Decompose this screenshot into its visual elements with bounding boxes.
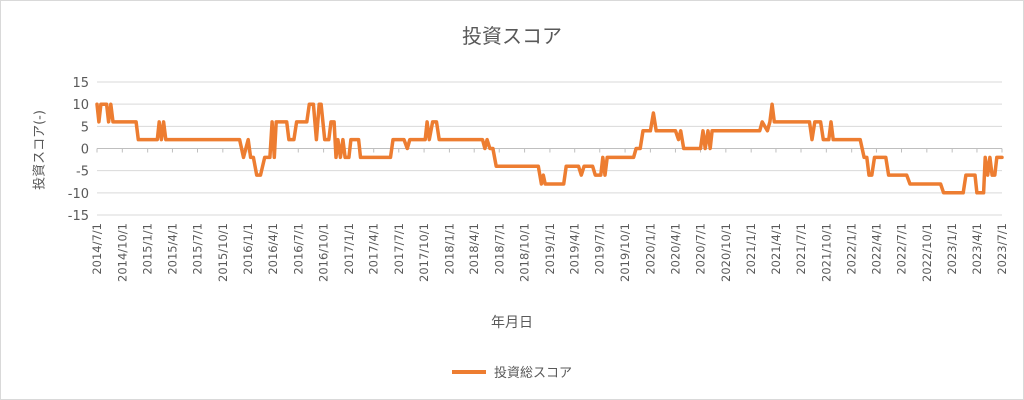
legend-label: 投資総スコア	[493, 366, 572, 381]
x-tick-label: 2020/4/1	[668, 223, 682, 275]
x-tick-label: 2017/1/1	[342, 223, 356, 275]
x-tick-label: 2018/7/1	[492, 223, 506, 275]
x-axis-label: 年月日	[491, 315, 533, 331]
x-tick-label: 2021/10/1	[819, 223, 833, 282]
x-tick-label: 2019/7/1	[593, 223, 607, 275]
y-tick-label: -5	[76, 165, 89, 180]
x-tick-label: 2020/10/1	[719, 223, 733, 282]
x-tick-labels: 2014/7/1 2014/10/1 2015/1/1 2015/4/1 2015/7/…	[90, 223, 1009, 282]
x-tick-label: 2015/10/1	[216, 223, 230, 282]
x-tick-label: 2019/4/1	[568, 223, 582, 275]
x-tick-label: 2022/7/1	[895, 223, 909, 275]
x-tick-label: 2014/10/1	[115, 223, 129, 282]
y-tick-label: 10	[72, 98, 89, 113]
x-tick-label: 2022/10/1	[920, 223, 934, 282]
x-tick-label: 2016/10/1	[317, 223, 331, 282]
x-tick-label: 2018/4/1	[467, 223, 481, 275]
x-tick-label: 2019/1/1	[543, 223, 557, 275]
x-tick-label: 2020/7/1	[694, 223, 708, 275]
x-tick-label: 2018/1/1	[442, 223, 456, 275]
x-tick-label: 2017/4/1	[367, 223, 381, 275]
x-tick-marks	[96, 148, 1003, 153]
series-line	[95, 102, 1004, 195]
legend: 投資総スコア	[0, 362, 1024, 381]
chart-title: 投資スコア	[462, 24, 562, 48]
x-tick-label: 2023/1/1	[945, 223, 959, 275]
x-tick-label: 2022/1/1	[845, 223, 859, 275]
x-tick-label: 2015/7/1	[190, 223, 204, 275]
x-tick-label: 2015/4/1	[165, 223, 179, 275]
x-tick-label: 2017/7/1	[392, 223, 406, 275]
x-tick-label: 2016/1/1	[241, 223, 255, 275]
x-tick-label: 2022/4/1	[869, 223, 883, 275]
y-tick-label: 0	[81, 143, 89, 158]
x-tick-label: 2014/7/1	[90, 223, 104, 275]
y-tick-labels: 15 10 5 0 -5 -10 -15	[68, 76, 89, 224]
series-group	[95, 102, 1004, 195]
x-tick-label: 2020/1/1	[643, 223, 657, 275]
x-tick-label: 2018/10/1	[518, 223, 532, 282]
y-tick-label: -10	[68, 187, 89, 202]
y-tick-label: 5	[81, 120, 89, 135]
x-tick-label: 2015/1/1	[141, 223, 155, 275]
legend-swatch	[451, 369, 486, 374]
x-tick-label: 2017/10/1	[417, 223, 431, 282]
x-tick-label: 2023/7/1	[995, 223, 1009, 275]
x-tick-label: 2021/1/1	[744, 223, 758, 275]
x-tick-label: 2016/4/1	[266, 223, 280, 275]
x-tick-label: 2021/7/1	[794, 223, 808, 275]
y-tick-label: -15	[68, 209, 89, 224]
x-tick-label: 2019/10/1	[618, 223, 632, 282]
x-tick-label: 2023/4/1	[970, 223, 984, 275]
y-tick-label: 15	[72, 76, 89, 91]
x-tick-label: 2021/4/1	[769, 223, 783, 275]
x-tick-label: 2016/7/1	[291, 223, 305, 275]
